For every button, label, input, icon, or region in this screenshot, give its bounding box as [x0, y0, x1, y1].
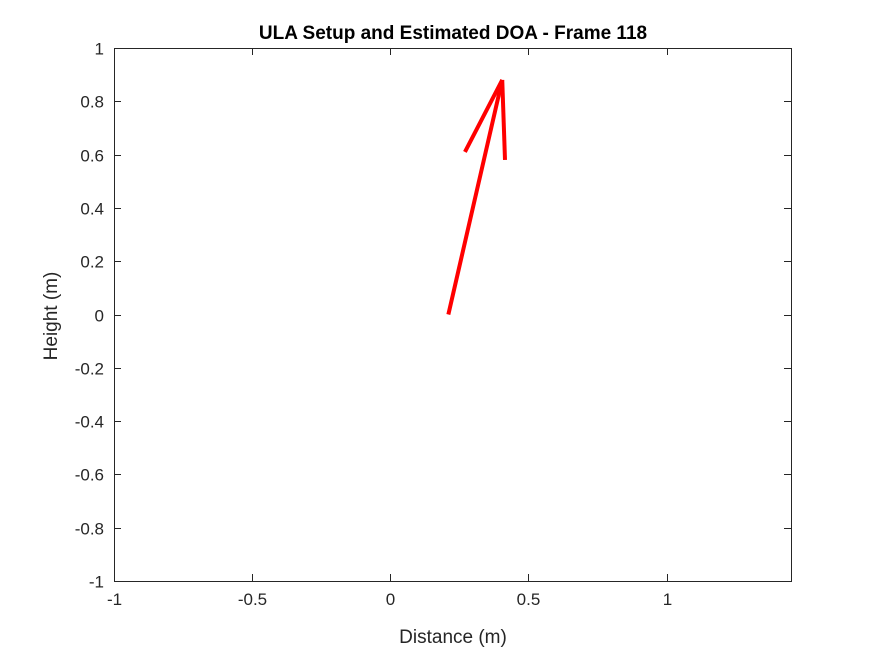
y-tick-label: 0.6 [80, 147, 104, 166]
x-axis-label: Distance (m) [399, 627, 507, 648]
y-tick-label: -0.4 [75, 413, 104, 432]
y-tick-label: 0.8 [80, 93, 104, 112]
doa-arrow-head-right [500, 79, 508, 160]
y-tick-label: -1 [89, 573, 104, 592]
y-tick-label: 0.2 [80, 253, 104, 272]
ticks-layer: -1 -0.5 0 0.5 1 -1 -0.8 -0.6 -0.4 -0.2 0 0.2 0.4 0.6 0… [75, 40, 791, 609]
y-tick-label: -0.2 [75, 360, 104, 379]
axes-box [114, 48, 792, 582]
x-tick-label: 0.5 [517, 590, 541, 609]
chart-title: ULA Setup and Estimated DOA - Frame 118 [259, 23, 647, 44]
x-tick-label: 0 [386, 590, 395, 609]
doa-arrow-head-left [463, 79, 505, 153]
data-layer [446, 79, 508, 315]
y-tick-label: 0 [95, 307, 104, 326]
doa-arrow-shaft [446, 79, 505, 315]
y-tick-label: 0.4 [80, 200, 104, 219]
y-tick-label: -0.6 [75, 466, 104, 485]
y-axis-label: Height (m) [41, 272, 62, 361]
x-tick-label: -0.5 [238, 590, 267, 609]
y-tick-label: -0.8 [75, 520, 104, 539]
x-tick-label: 1 [663, 590, 672, 609]
axes-background [114, 48, 791, 581]
x-tick-label: -1 [107, 590, 122, 609]
y-tick-label: 1 [95, 40, 104, 59]
